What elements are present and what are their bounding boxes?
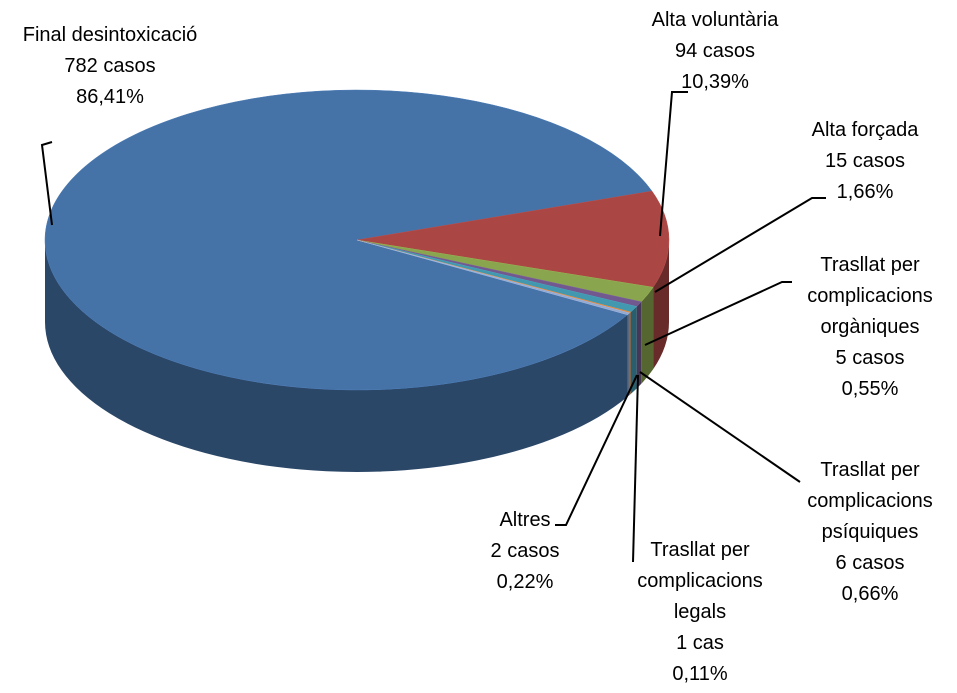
label-percent: 0,55% (841, 378, 899, 400)
slice (44, 89, 653, 391)
label-percent: 10,39% (681, 71, 749, 93)
label-name: Final desintoxicació (22, 24, 198, 46)
label-name: Trasllat per complicacions legals (637, 539, 763, 623)
leader-line (40, 141, 53, 226)
label-count: 2 casos (490, 540, 560, 562)
label-name: Alta forçada (811, 119, 919, 141)
label-count: 1 cas (676, 632, 724, 654)
slice-label: Trasllat per complicacions psíquiques 6 c… (795, 455, 945, 610)
label-count: 6 casos (835, 552, 905, 574)
label-percent: 86,41% (76, 86, 144, 108)
label-count: 5 casos (835, 347, 905, 369)
label-name: Alta voluntària (651, 9, 779, 31)
slice-side (45, 240, 628, 473)
slice-label: Trasllat per complicacions orgàniques 5 c… (795, 250, 945, 405)
leader-line (654, 197, 826, 293)
slice-label: Final desintoxicació 782 casos 86,41% (23, 20, 198, 113)
slice (356, 190, 670, 288)
label-name: Trasllat per complicacions orgàniques (807, 254, 933, 338)
slice-label: Alta forçada 15 casos 1,66% (785, 115, 945, 208)
slice-side (636, 301, 642, 389)
label-count: 15 casos (824, 150, 906, 172)
slice-side (630, 306, 637, 395)
label-percent: 1,66% (836, 181, 894, 203)
label-percent: 0,22% (496, 571, 554, 593)
leader-line (659, 91, 688, 237)
leader-line (555, 374, 638, 526)
slice-side (641, 287, 654, 384)
slice-label: Trasllat per complicacions legals 1 cas 0,… (620, 535, 780, 690)
label-name: Trasllat per complicacions psíquiques (807, 459, 933, 543)
pie-sides (45, 240, 669, 473)
leader-lines (40, 91, 826, 563)
slice-label: Altres 2 casos 0,22% (465, 505, 585, 598)
slice-side (627, 312, 630, 397)
slice-label: Alta voluntària 94 casos 10,39% (625, 5, 805, 98)
label-name: Altres (499, 509, 551, 531)
leader-line (639, 371, 801, 483)
pie-tops (44, 89, 670, 391)
label-count: 94 casos (674, 40, 756, 62)
label-percent: 0,66% (841, 583, 899, 605)
leader-line (644, 281, 792, 346)
leader-line (632, 374, 639, 563)
slice-side (629, 312, 631, 395)
label-percent: 0,11% (672, 663, 728, 685)
slice-side (653, 240, 669, 370)
slice (356, 239, 631, 316)
label-count: 782 casos (64, 55, 156, 77)
